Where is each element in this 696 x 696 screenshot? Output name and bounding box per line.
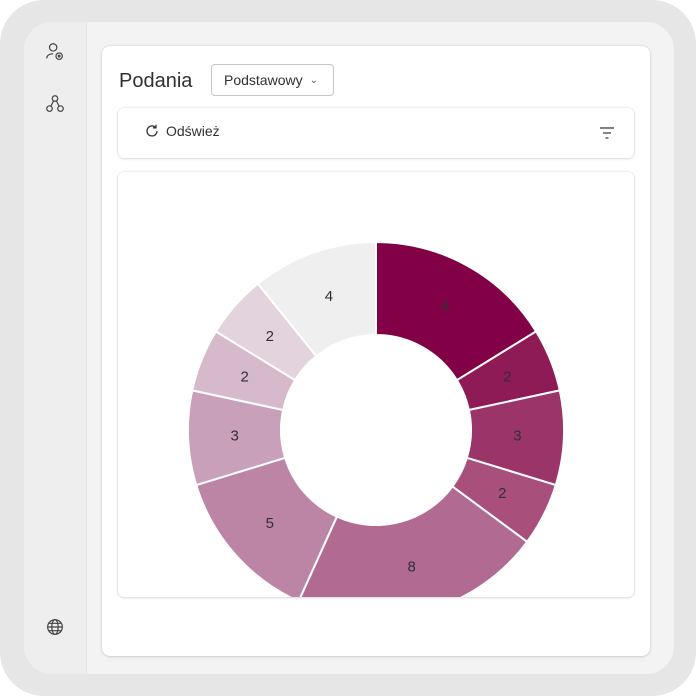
donut-chart: 6 2 3 2 8 5 3 2 2 4 — [187, 240, 565, 597]
slice-value-label: 5 — [266, 515, 274, 532]
page-title: Podania — [119, 70, 193, 92]
slice-value-label: 2 — [503, 369, 511, 386]
slice-value-label: 2 — [241, 369, 249, 386]
slice-value-label: 2 — [266, 328, 274, 345]
slice-value-label: 2 — [498, 485, 506, 502]
user-settings-icon[interactable] — [42, 39, 68, 65]
view-selector-dropdown[interactable]: Podstawowy ⌄ — [211, 64, 334, 96]
app-window: Podania Podstawowy ⌄ Odśwież — [24, 22, 674, 674]
donut-slice[interactable] — [256, 240, 377, 358]
chart-card: 6 2 3 2 8 5 3 2 2 4 — [118, 172, 634, 597]
globe-icon[interactable] — [42, 614, 68, 640]
slice-value-label: 6 — [441, 298, 449, 315]
slice-value-label: 3 — [513, 428, 521, 445]
nav-rail — [24, 22, 87, 674]
slice-value-label: 4 — [325, 288, 333, 305]
donut-slice[interactable] — [375, 240, 538, 382]
slice-value-label: 8 — [407, 558, 415, 575]
refresh-label: Odśwież — [166, 123, 220, 139]
donut-slice[interactable] — [299, 485, 529, 597]
org-hierarchy-icon[interactable] — [42, 91, 68, 117]
main-panel: Podania Podstawowy ⌄ Odśwież — [102, 46, 650, 656]
refresh-button[interactable]: Odśwież — [144, 123, 220, 139]
chevron-down-icon: ⌄ — [309, 74, 318, 86]
command-bar: Odśwież — [118, 108, 634, 158]
view-selector-value: Podstawowy — [224, 72, 303, 88]
filter-icon[interactable] — [598, 125, 616, 141]
slice-value-label: 3 — [230, 428, 238, 445]
refresh-icon — [146, 124, 158, 137]
